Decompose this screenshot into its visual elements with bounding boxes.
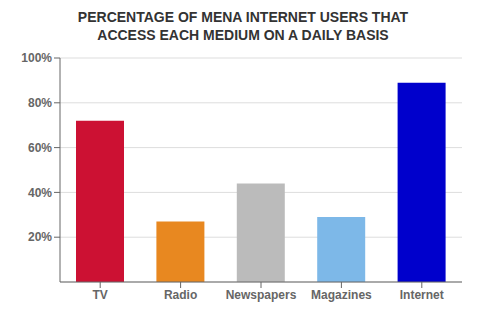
svg-text:20%: 20% <box>28 230 52 244</box>
svg-text:80%: 80% <box>28 96 52 110</box>
svg-text:Magazines: Magazines <box>311 288 372 302</box>
html-text:ACCESS EACH MEDIUM ON A DAILY: ACCESS EACH MEDIUM ON A DAILY BASIS <box>97 27 389 43</box>
svg-text:Radio: Radio <box>164 288 197 302</box>
html-text:PERCENTAGE OF MENA INTERNET US: PERCENTAGE OF MENA INTERNET USERS THAT <box>77 9 409 25</box>
svg-text:100%: 100% <box>21 51 52 65</box>
svg-text:40%: 40% <box>28 186 52 200</box>
svg-text:Newspapers: Newspapers <box>226 288 297 302</box>
svg-text:Internet: Internet <box>400 288 444 302</box>
svg-text:TV: TV <box>93 288 108 302</box>
svg-text:60%: 60% <box>28 141 52 155</box>
